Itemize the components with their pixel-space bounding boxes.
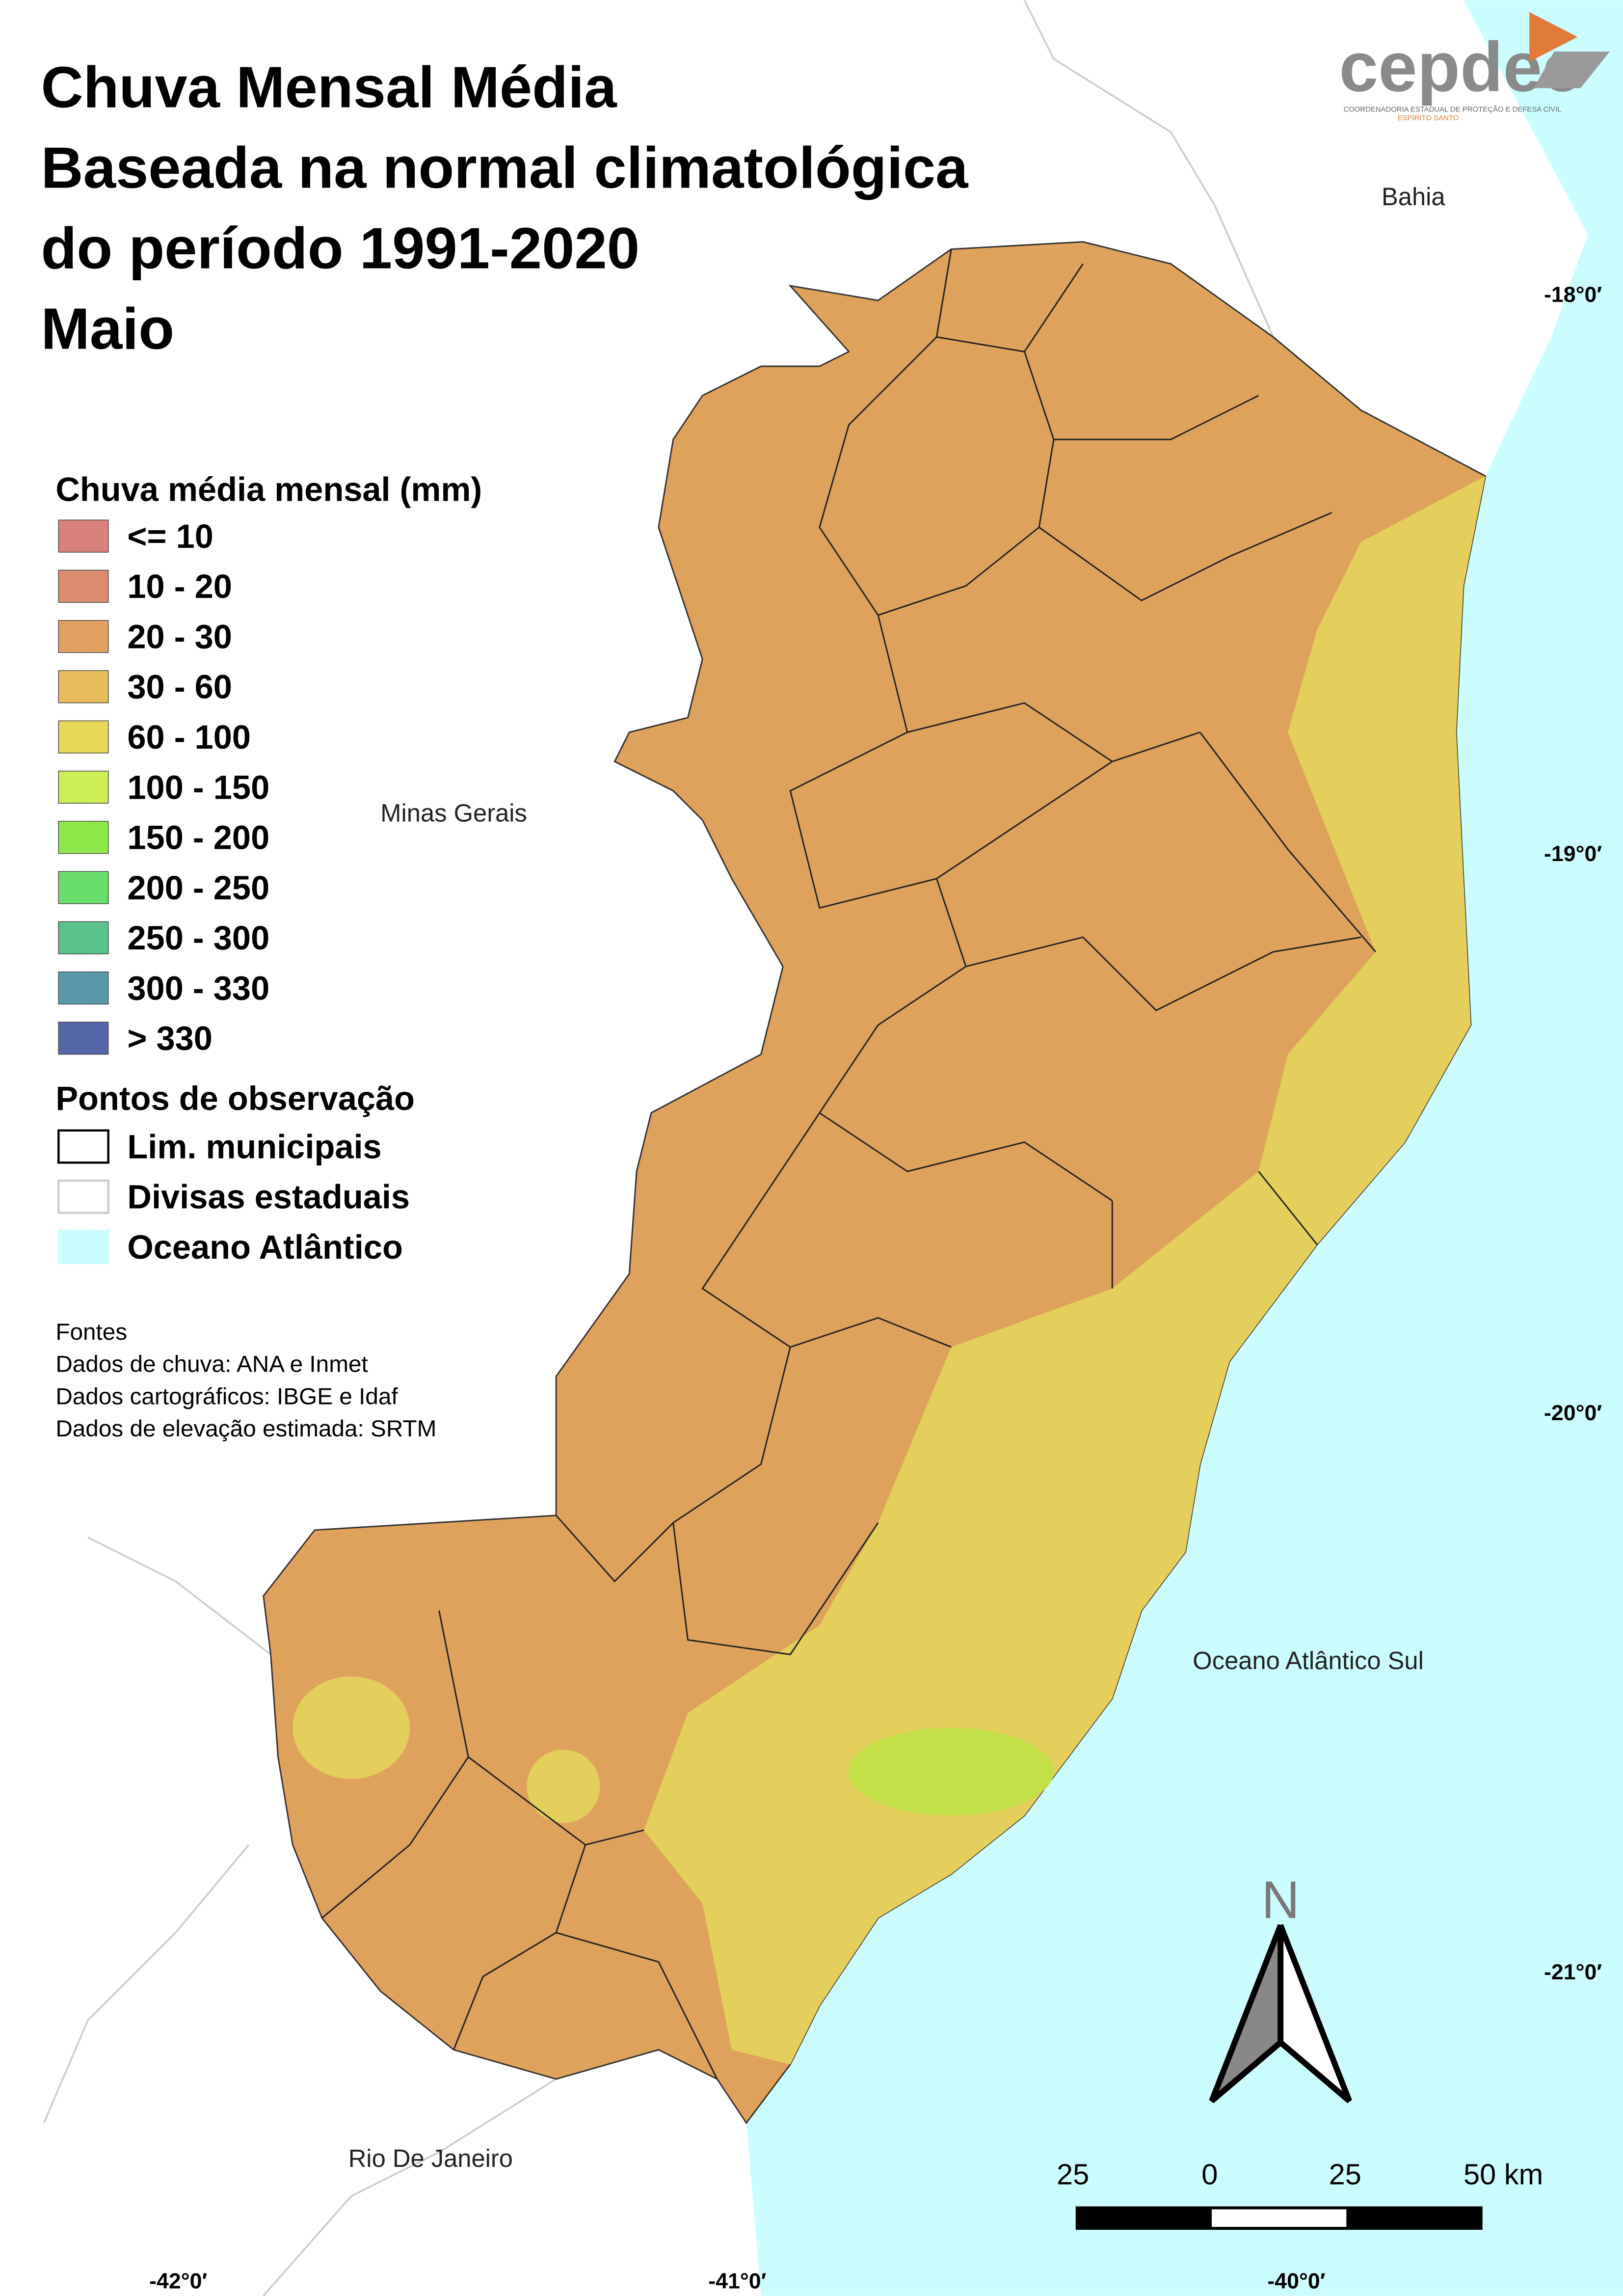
legend-label: Lim. municipais	[127, 1128, 381, 1165]
legend-label: 250 - 300	[127, 919, 269, 957]
region-label: Bahia	[1382, 183, 1445, 211]
legend-label: 30 - 60	[127, 668, 232, 706]
latitude-label: -18°0′	[1544, 283, 1602, 307]
longitude-label: -41°0′	[708, 2269, 766, 2293]
legend-label: Divisas estaduais	[127, 1178, 410, 1216]
legend-swatch	[58, 670, 109, 703]
legend-label: 10 - 20	[127, 567, 232, 605]
scale-bar	[1077, 2208, 1212, 2229]
title-line: Maio	[41, 296, 174, 361]
sources-title: Fontes	[55, 1319, 127, 1345]
rain-zone-60-100	[293, 1676, 410, 1779]
legend-label: > 330	[127, 1020, 213, 1057]
region-label: Rio De Janeiro	[348, 2144, 513, 2172]
source-line: Dados de chuva: ANA e Inmet	[55, 1351, 368, 1378]
legend-swatch	[58, 1022, 109, 1055]
legend-swatch	[58, 569, 109, 603]
scale-label: 25	[1057, 2158, 1089, 2191]
north-arrow	[1277, 1924, 1352, 2104]
legend: <= 10 10 - 20 20 - 30 30 - 60 60 - 100 100 - …	[58, 517, 269, 1057]
rain-zone-60-100	[527, 1750, 600, 1823]
scale-label: 0	[1201, 2158, 1218, 2191]
legend-label: <= 10	[127, 517, 213, 555]
observation-legend: Lim. municipais Divisas estaduais Oceano A…	[57, 1128, 410, 1266]
legend-label: 300 - 330	[127, 969, 269, 1007]
legend-swatch	[58, 972, 109, 1005]
legend-title: Chuva média mensal (mm)	[55, 470, 482, 508]
latitude-label: -21°0′	[1544, 1960, 1602, 1984]
legend-swatch	[58, 871, 109, 904]
legend-swatch	[58, 720, 109, 754]
logo-subtitle: COORDENADORIA ESTADUAL DE PROTEÇÃO E DEF…	[1343, 105, 1561, 113]
state-divisions	[43, 0, 1274, 2296]
region-label: Minas Gerais	[380, 799, 527, 827]
title-line: do período 1991-2020	[41, 216, 639, 281]
ocean	[746, 0, 1623, 2296]
legend-swatch	[58, 620, 109, 653]
north-label: N	[1261, 1870, 1300, 1929]
legend-label: 150 - 200	[127, 819, 269, 857]
title-line: Chuva Mensal Média	[41, 54, 617, 120]
scale-bar	[1346, 2208, 1481, 2229]
logo-mark	[1529, 12, 1578, 62]
legend-label: 200 - 250	[127, 869, 269, 907]
latitude-label: -20°0′	[1544, 1401, 1602, 1425]
legend-label: Oceano Atlântico	[127, 1228, 402, 1266]
legend-swatch	[57, 1129, 109, 1164]
observation-title: Pontos de observação	[55, 1080, 415, 1117]
region-label: Oceano Atlântico Sul	[1193, 1647, 1424, 1675]
scale-label: 25	[1329, 2158, 1361, 2191]
rain-zone-60-100	[644, 476, 1486, 2065]
legend-swatch	[57, 1230, 109, 1265]
legend-swatch	[58, 519, 109, 553]
rain-zone-100-150	[849, 1728, 1054, 1816]
legend-swatch	[58, 770, 109, 804]
source-line: Dados cartográficos: IBGE e Idaf	[55, 1383, 398, 1409]
title-line: Baseada na normal climatológica	[41, 135, 969, 200]
logo-mark	[1534, 52, 1610, 88]
legend-label: 100 - 150	[127, 768, 269, 806]
municipal-limits	[321, 249, 1377, 2080]
legend-label: 60 - 100	[127, 718, 251, 756]
legend-label: 20 - 30	[127, 618, 232, 655]
legend-swatch	[57, 1179, 109, 1214]
source-line: Dados de elevação estimada: SRTM	[55, 1416, 436, 1442]
latitude-label: -19°0′	[1544, 842, 1602, 866]
legend-swatch	[58, 821, 109, 854]
legend-swatch	[58, 921, 109, 954]
longitude-label: -40°0′	[1267, 2269, 1325, 2293]
longitude-label: -42°0′	[149, 2269, 207, 2293]
scale-label: 50 km	[1463, 2158, 1543, 2191]
logo-subtitle: ESPÍRITO SANTO	[1398, 114, 1459, 122]
